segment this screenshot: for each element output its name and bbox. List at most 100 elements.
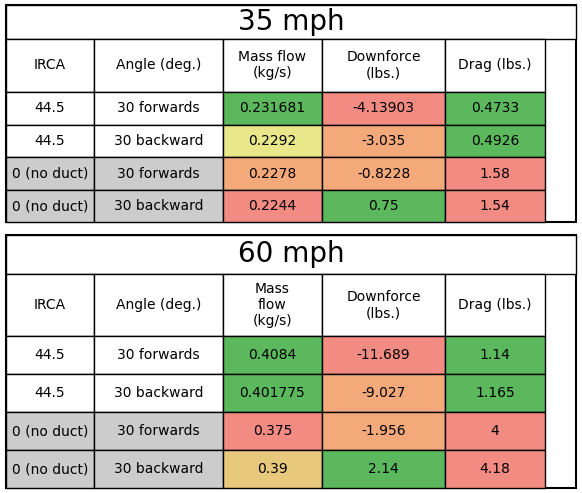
Text: 0.231681: 0.231681 — [239, 101, 306, 115]
Bar — [94, 336, 222, 374]
Text: Angle (deg.): Angle (deg.) — [116, 58, 201, 72]
Text: 0.375: 0.375 — [253, 424, 292, 438]
Text: 0 (no duct): 0 (no duct) — [12, 167, 88, 180]
Text: 30 forwards: 30 forwards — [117, 101, 200, 115]
Bar — [94, 157, 222, 190]
Text: 0.75: 0.75 — [368, 199, 399, 213]
Bar — [94, 374, 222, 412]
Bar — [94, 274, 222, 336]
Text: 35 mph: 35 mph — [237, 8, 345, 36]
Text: -11.689: -11.689 — [357, 348, 410, 362]
Bar — [6, 274, 94, 336]
Bar — [6, 157, 94, 190]
Text: 0.4084: 0.4084 — [249, 348, 297, 362]
Bar — [445, 190, 545, 222]
Text: 44.5: 44.5 — [35, 348, 65, 362]
Text: 1.14: 1.14 — [480, 348, 510, 362]
Text: Downforce
(lbs.): Downforce (lbs.) — [346, 290, 421, 320]
Bar — [94, 450, 222, 488]
Bar — [445, 38, 545, 92]
Bar — [94, 38, 222, 92]
Text: 1.58: 1.58 — [480, 167, 510, 180]
Bar — [6, 450, 94, 488]
Bar — [222, 412, 322, 450]
Text: -3.035: -3.035 — [361, 134, 406, 148]
Text: -1.956: -1.956 — [361, 424, 406, 438]
Text: -4.13903: -4.13903 — [353, 101, 415, 115]
Bar — [322, 336, 445, 374]
Text: -0.8228: -0.8228 — [357, 167, 410, 180]
Text: Angle (deg.): Angle (deg.) — [116, 298, 201, 312]
Bar — [222, 450, 322, 488]
Text: IRCA: IRCA — [34, 58, 66, 72]
Bar — [6, 412, 94, 450]
Bar — [445, 125, 545, 157]
Text: Drag (lbs.): Drag (lbs.) — [458, 58, 531, 72]
Text: -9.027: -9.027 — [361, 386, 406, 400]
Text: IRCA: IRCA — [34, 298, 66, 312]
Text: 30 backward: 30 backward — [113, 134, 203, 148]
Bar — [322, 125, 445, 157]
Bar — [445, 450, 545, 488]
Text: 0 (no duct): 0 (no duct) — [12, 424, 88, 438]
Bar — [222, 92, 322, 125]
Bar — [6, 374, 94, 412]
Bar — [445, 92, 545, 125]
Text: 0 (no duct): 0 (no duct) — [12, 462, 88, 476]
Bar — [445, 412, 545, 450]
Bar — [322, 190, 445, 222]
Text: 44.5: 44.5 — [35, 101, 65, 115]
Text: 44.5: 44.5 — [35, 134, 65, 148]
Bar — [322, 38, 445, 92]
Text: 0 (no duct): 0 (no duct) — [12, 199, 88, 213]
Bar — [222, 190, 322, 222]
Text: 1.54: 1.54 — [480, 199, 510, 213]
Text: 4.18: 4.18 — [480, 462, 510, 476]
Bar — [322, 157, 445, 190]
Text: 0.2244: 0.2244 — [249, 199, 296, 213]
Text: 44.5: 44.5 — [35, 386, 65, 400]
Bar — [6, 190, 94, 222]
Text: Mass
flow
(kg/s): Mass flow (kg/s) — [253, 282, 292, 328]
Bar — [222, 38, 322, 92]
Bar — [445, 374, 545, 412]
Bar — [6, 92, 94, 125]
Text: 30 forwards: 30 forwards — [117, 424, 200, 438]
Text: 30 forwards: 30 forwards — [117, 348, 200, 362]
Text: 30 backward: 30 backward — [113, 386, 203, 400]
Bar — [445, 336, 545, 374]
Text: 0.2292: 0.2292 — [249, 134, 297, 148]
Bar — [445, 274, 545, 336]
Bar — [322, 274, 445, 336]
Bar — [322, 450, 445, 488]
Bar — [6, 5, 576, 222]
Bar — [6, 125, 94, 157]
Bar — [222, 157, 322, 190]
Text: 1.165: 1.165 — [475, 386, 514, 400]
Bar — [222, 336, 322, 374]
Text: 2.14: 2.14 — [368, 462, 399, 476]
Bar — [6, 38, 94, 92]
Bar — [6, 5, 576, 38]
Bar — [322, 92, 445, 125]
Text: Drag (lbs.): Drag (lbs.) — [458, 298, 531, 312]
Bar — [94, 190, 222, 222]
Text: 60 mph: 60 mph — [237, 241, 345, 268]
Bar — [445, 157, 545, 190]
Text: 30 backward: 30 backward — [113, 462, 203, 476]
Bar — [94, 92, 222, 125]
Text: 0.401775: 0.401775 — [240, 386, 306, 400]
Bar — [222, 274, 322, 336]
Text: Mass flow
(kg/s): Mass flow (kg/s) — [239, 50, 307, 80]
Text: 30 backward: 30 backward — [113, 199, 203, 213]
Text: 0.39: 0.39 — [257, 462, 288, 476]
Bar — [6, 336, 94, 374]
Bar — [322, 374, 445, 412]
Bar — [94, 412, 222, 450]
Bar — [322, 412, 445, 450]
Bar — [222, 125, 322, 157]
Text: 30 forwards: 30 forwards — [117, 167, 200, 180]
Text: Downforce
(lbs.): Downforce (lbs.) — [346, 50, 421, 80]
Bar — [222, 374, 322, 412]
Text: 0.4733: 0.4733 — [471, 101, 519, 115]
